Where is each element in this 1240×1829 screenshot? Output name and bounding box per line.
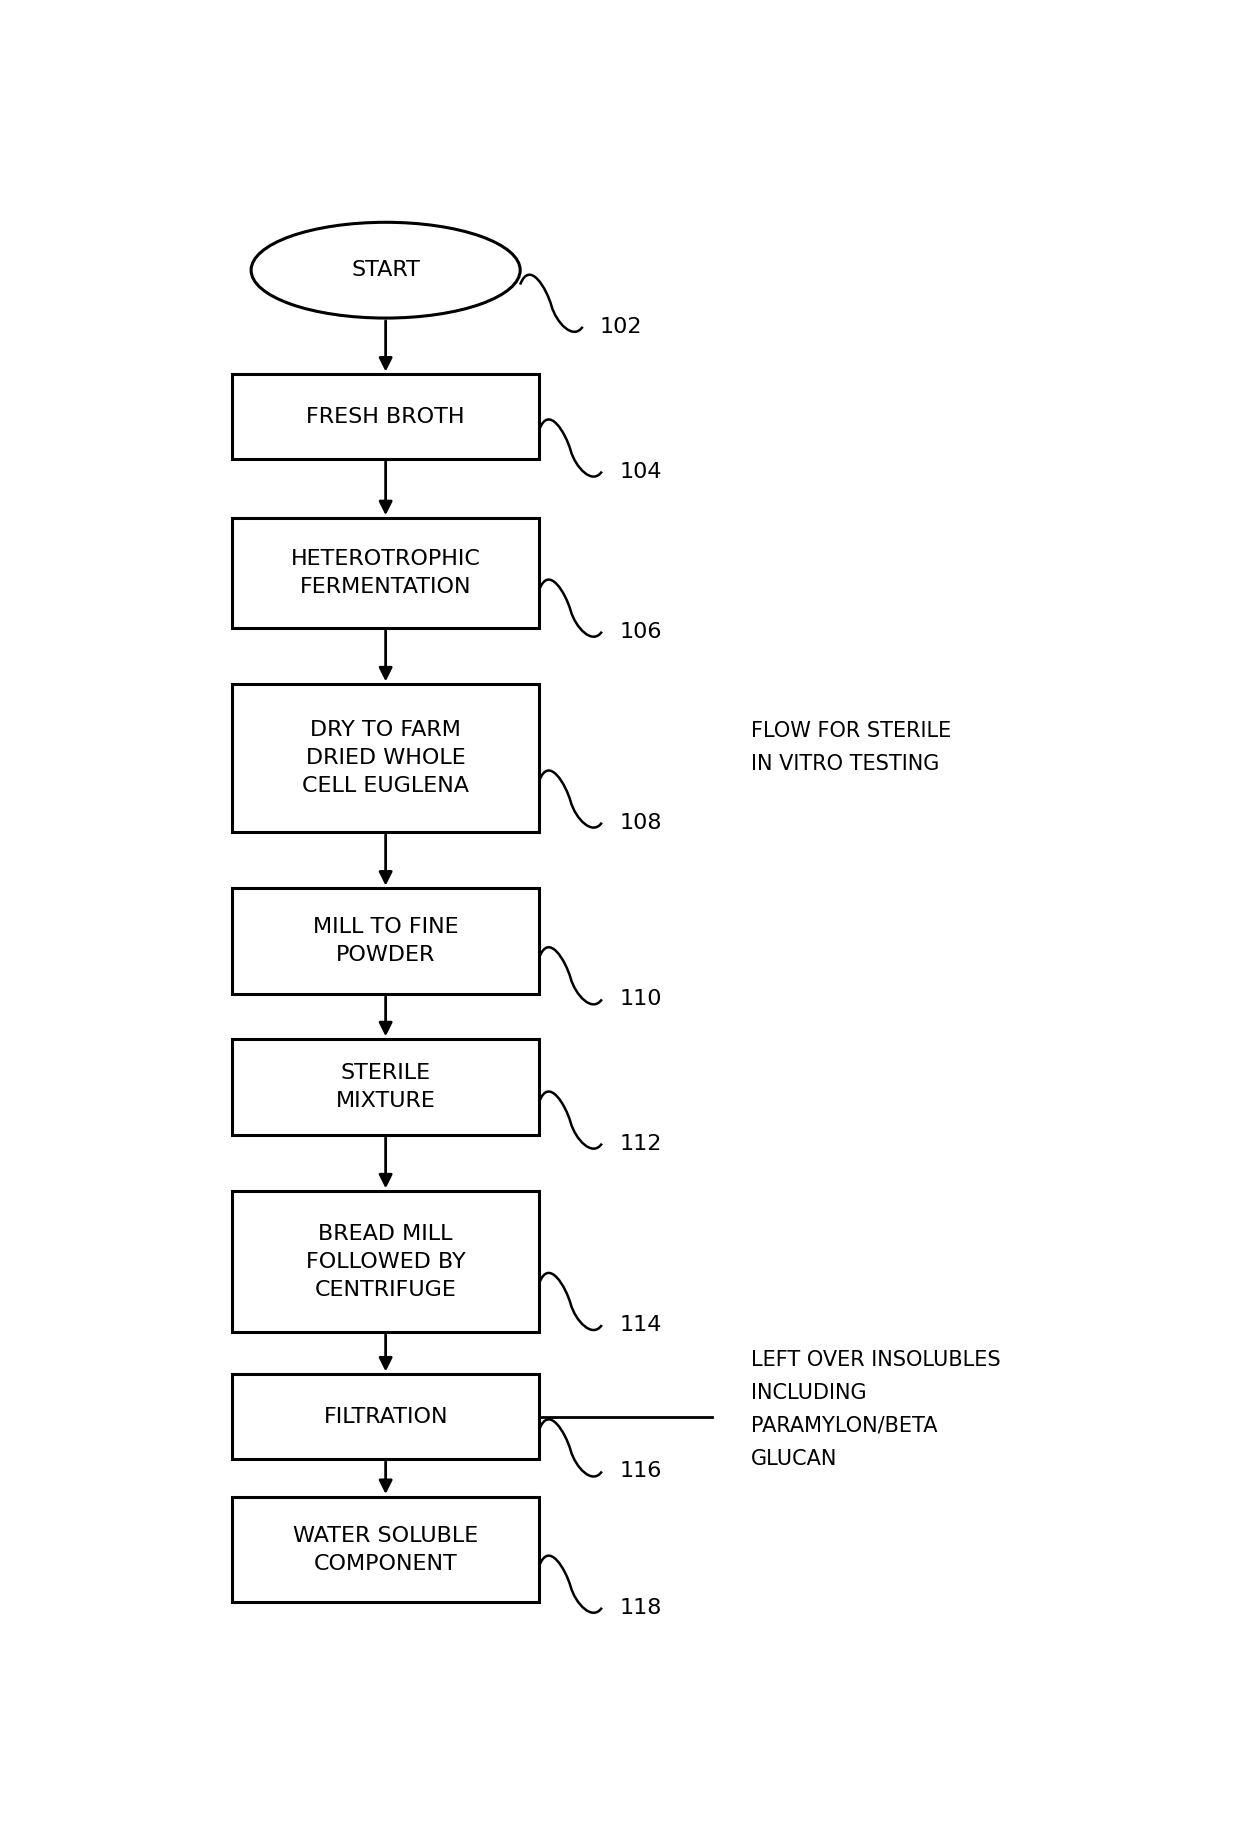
Bar <box>232 1039 539 1134</box>
Text: 102: 102 <box>600 316 642 337</box>
Text: 104: 104 <box>619 461 662 481</box>
Bar <box>232 518 539 627</box>
Text: HETEROTROPHIC
FERMENTATION: HETEROTROPHIC FERMENTATION <box>290 549 481 596</box>
Text: BREAD MILL
FOLLOWED BY
CENTRIFUGE: BREAD MILL FOLLOWED BY CENTRIFUGE <box>306 1224 465 1300</box>
Bar <box>232 1496 539 1602</box>
Bar <box>232 889 539 995</box>
Text: 112: 112 <box>619 1134 661 1154</box>
Text: DRY TO FARM
DRIED WHOLE
CELL EUGLENA: DRY TO FARM DRIED WHOLE CELL EUGLENA <box>303 721 469 796</box>
Text: FLOW FOR STERILE
IN VITRO TESTING: FLOW FOR STERILE IN VITRO TESTING <box>751 721 951 774</box>
Text: LEFT OVER INSOLUBLES
INCLUDING
PARAMYLON/BETA
GLUCAN: LEFT OVER INSOLUBLES INCLUDING PARAMYLON… <box>751 1350 1001 1469</box>
Text: 106: 106 <box>619 622 662 642</box>
Text: STERILE
MIXTURE: STERILE MIXTURE <box>336 1063 435 1110</box>
Bar <box>232 375 539 459</box>
Text: 114: 114 <box>619 1315 661 1335</box>
Bar <box>232 684 539 832</box>
Text: MILL TO FINE
POWDER: MILL TO FINE POWDER <box>312 918 459 966</box>
Bar <box>232 1374 539 1460</box>
Bar <box>232 1191 539 1332</box>
Text: WATER SOLUBLE
COMPONENT: WATER SOLUBLE COMPONENT <box>293 1525 479 1573</box>
Text: 110: 110 <box>619 989 662 1010</box>
Text: START: START <box>351 260 420 280</box>
Ellipse shape <box>250 223 521 318</box>
Text: 116: 116 <box>619 1461 661 1481</box>
Text: FILTRATION: FILTRATION <box>324 1407 448 1427</box>
Text: 108: 108 <box>619 812 662 832</box>
Text: 118: 118 <box>619 1599 661 1617</box>
Text: FRESH BROTH: FRESH BROTH <box>306 406 465 426</box>
